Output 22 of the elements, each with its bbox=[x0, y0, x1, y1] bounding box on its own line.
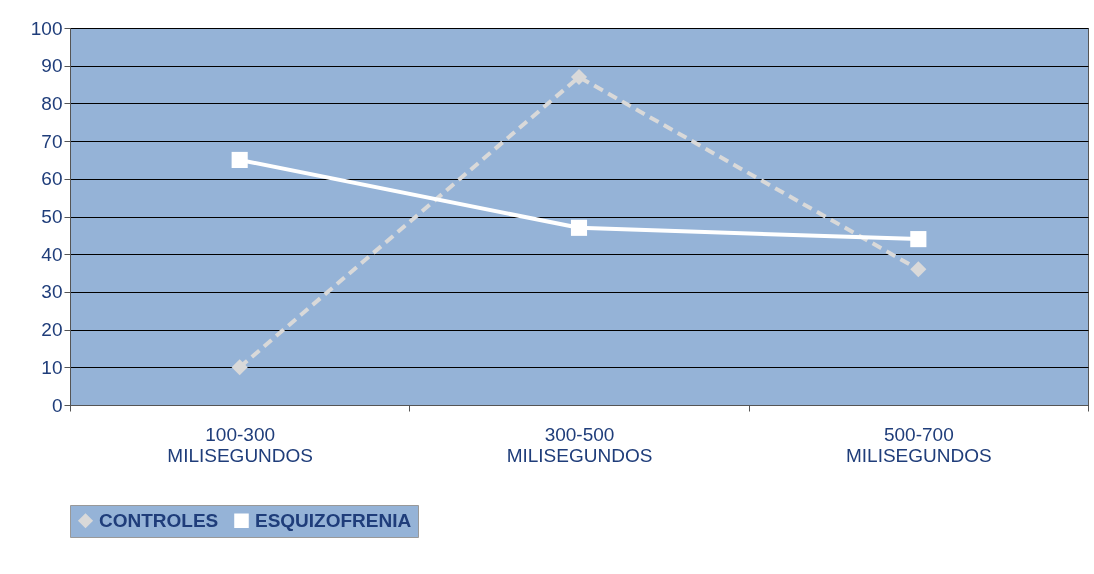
y-tick-label: 20 bbox=[41, 319, 63, 341]
point bbox=[570, 68, 588, 86]
y-tick-label: 0 bbox=[51, 394, 63, 416]
y-tick-label: 80 bbox=[41, 92, 63, 114]
x-tick-label: 100-300 MILISEGUNDOS bbox=[167, 423, 314, 466]
point bbox=[231, 151, 248, 169]
y-tick-label: 100 bbox=[30, 17, 63, 39]
point bbox=[231, 359, 248, 376]
legend-label: CONTROLES bbox=[99, 509, 219, 531]
y-tick-label: 50 bbox=[41, 206, 63, 227]
y-tick-label: 90 bbox=[41, 55, 63, 77]
x-tick-label: 300-500 MILISEGUNDOS bbox=[506, 423, 653, 466]
y-tick-label: 10 bbox=[41, 356, 63, 378]
y-tick-label: 30 bbox=[41, 281, 63, 303]
point bbox=[570, 219, 588, 236]
y-tick-label: 60 bbox=[41, 168, 63, 190]
y-tick-label: 70 bbox=[41, 130, 63, 152]
point bbox=[910, 261, 927, 278]
y-tick-label: 40 bbox=[41, 243, 63, 265]
legend-label: ESQUIZOFRENIA bbox=[255, 509, 412, 531]
x-tick-label: 500-700 MILISEGUNDOS bbox=[845, 423, 992, 466]
point bbox=[910, 231, 927, 248]
